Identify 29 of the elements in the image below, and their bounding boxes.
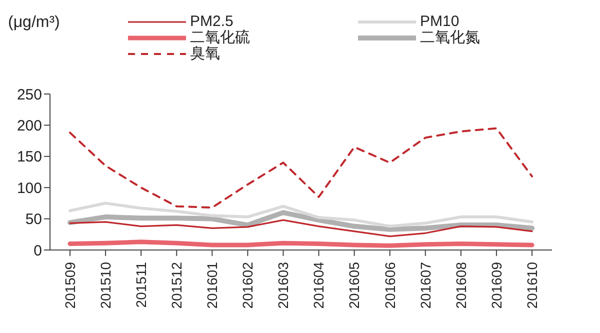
x-tick-label: 201604 — [310, 262, 327, 309]
x-tick-label: 201512 — [168, 262, 185, 309]
x-tick-label: 201603 — [275, 262, 292, 309]
legend-label: 二氧化氮 — [420, 29, 480, 46]
x-tick-label: 201610 — [524, 262, 540, 309]
legend-label: 二氧化硫 — [190, 29, 250, 46]
y-tick-label: 200 — [16, 118, 42, 135]
line-series — [69, 127, 533, 209]
x-tick-label: 201509 — [62, 262, 78, 309]
y-axis-title: (μg/m³) — [8, 14, 60, 32]
line-series — [68, 202, 534, 228]
x-tick-label: 201607 — [417, 262, 434, 309]
y-tick-label: 100 — [16, 180, 42, 197]
x-tick-label: 201606 — [382, 262, 398, 309]
x-tick-label: 201510 — [97, 262, 114, 309]
x-tick-label: 201602 — [240, 262, 256, 309]
y-tick-label: 0 — [34, 242, 42, 260]
x-tick-label: 201609 — [488, 262, 504, 309]
legend-label: PM2.5 — [190, 13, 234, 30]
y-tick-label: 250 — [16, 86, 42, 104]
legend-label: 臭氧 — [190, 45, 220, 62]
y-tick-label: 150 — [16, 148, 42, 166]
x-tick-label: 201511 — [133, 262, 150, 308]
x-tick-label: 201601 — [204, 262, 220, 309]
y-tick-label: 50 — [25, 211, 42, 228]
x-tick-label: 201608 — [452, 262, 469, 309]
line-series — [69, 219, 533, 238]
legend-label: PM10 — [420, 13, 460, 30]
x-tick-label: 201605 — [346, 262, 362, 309]
